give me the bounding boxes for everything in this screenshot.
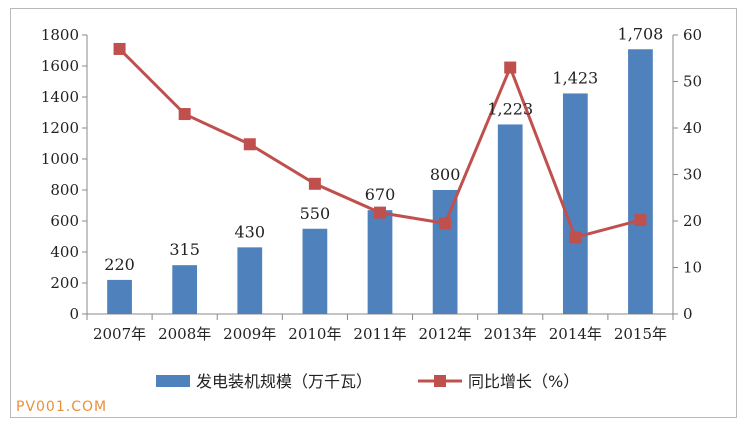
y-right-tick-label: 20 [683, 212, 702, 230]
x-tick-label: 2012年 [419, 325, 472, 343]
y-right-tick-label: 10 [683, 259, 702, 277]
bar [367, 210, 393, 314]
bar [628, 49, 653, 314]
bar [107, 279, 132, 314]
y-right-tick-label: 50 [683, 73, 702, 91]
bar-data-label: 670 [365, 185, 396, 204]
x-tick-label: 2011年 [353, 325, 406, 343]
bar [497, 124, 523, 314]
line-point [569, 231, 582, 244]
y-left-tick-label: 800 [50, 181, 79, 199]
y-left-tick-label: 1400 [41, 88, 79, 106]
legend-line-label: 同比增长（%） [468, 372, 579, 391]
line-point [243, 138, 256, 151]
legend: 发电装机规模（万千瓦） 同比增长（%） [156, 372, 579, 391]
y-left-tick-label: 400 [50, 243, 79, 261]
bar-data-label: 550 [300, 204, 331, 223]
bar [562, 93, 588, 314]
y-left-tick-label: 1800 [41, 26, 79, 44]
y-left-tick-label: 1000 [41, 150, 79, 168]
y-right-tick-label: 60 [683, 26, 702, 44]
axes: 0 200 400 600 800 1000 1200 1400 1600 1800 0 10 20 30… [41, 26, 702, 343]
line-point [634, 214, 647, 227]
y-left-tick-label: 1200 [41, 119, 79, 137]
bar [432, 190, 458, 314]
bar-data-label: 220 [104, 255, 135, 274]
line-point [113, 42, 126, 55]
line-point [374, 206, 386, 219]
legend-bar-label: 发电装机规模（万千瓦） [196, 372, 372, 391]
x-tick-label: 2008年 [158, 325, 211, 343]
x-tick-label: 2009年 [223, 325, 276, 343]
bar-data-label: 1,423 [552, 68, 598, 87]
bar-data-label: 800 [430, 165, 461, 184]
watermark: PV001.COM [16, 399, 108, 415]
legend-line-marker [434, 375, 446, 387]
bar-data-label: 315 [169, 240, 200, 259]
bar-data-label: 430 [235, 222, 266, 241]
y-left-tick-label: 200 [50, 274, 79, 292]
x-tick-label: 2013年 [484, 325, 537, 343]
line-series [113, 42, 647, 244]
y-left-tick-label: 600 [50, 212, 79, 230]
line-point [439, 217, 452, 230]
x-tick-label: 2007年 [93, 325, 146, 343]
x-tick-label: 2010年 [288, 325, 341, 343]
y-right-tick-label: 40 [683, 119, 702, 137]
y-right-tick-label: 0 [683, 305, 693, 323]
y-right-tick-label: 30 [683, 166, 702, 184]
y-left-tick-label: 0 [69, 305, 79, 323]
line-point [504, 61, 517, 74]
bar-data-label: 1,708 [618, 24, 664, 43]
bar [172, 265, 198, 314]
data-labels: 220 315 430 550 670 800 1,223 1,423 1,708 [104, 24, 663, 274]
x-tick-label: 2014年 [549, 325, 602, 343]
line-point [178, 108, 191, 121]
y-left-tick-label: 1600 [41, 57, 79, 75]
line-point [308, 177, 321, 190]
bar [237, 247, 263, 314]
bar-data-label: 1,223 [487, 99, 533, 118]
x-tick-label: 2015年 [614, 325, 667, 343]
bar [302, 228, 328, 314]
legend-bar-swatch [156, 375, 190, 387]
bar-series [107, 49, 653, 314]
